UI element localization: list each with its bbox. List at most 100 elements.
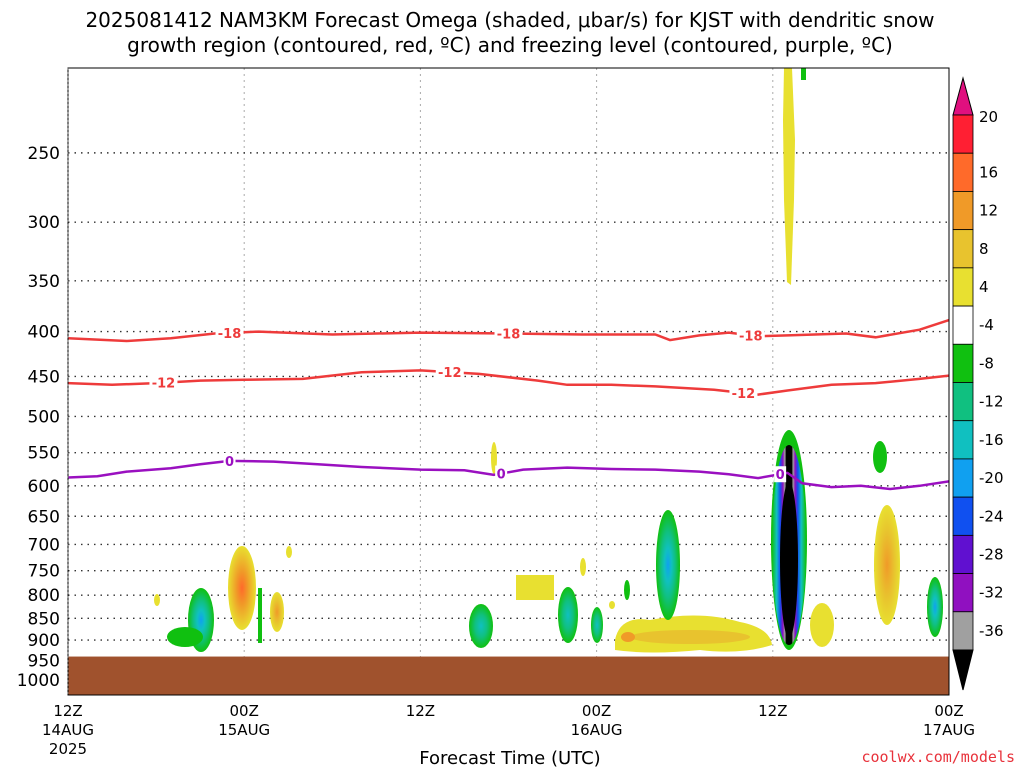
colorbar-label: -20 bbox=[979, 469, 1004, 487]
y-tick-label: 550 bbox=[28, 444, 60, 464]
x-tick-date: 17AUG bbox=[923, 721, 975, 739]
temperature-contours: -18 -18 -18 -12 -12 -12 0 0 0 bbox=[68, 318, 949, 491]
omega-spot bbox=[228, 546, 256, 630]
x-tick-label: 12Z bbox=[406, 702, 435, 720]
omega-spot bbox=[516, 575, 554, 600]
colorbar-swatch bbox=[952, 191, 974, 231]
omega-spot bbox=[167, 627, 203, 647]
credit-text: coolwx.com/models bbox=[861, 748, 1015, 766]
colorbar-swatch bbox=[952, 458, 974, 498]
colorbar-label: -28 bbox=[979, 545, 1004, 563]
omega-spot bbox=[580, 558, 586, 576]
y-tick-label: 500 bbox=[28, 407, 60, 427]
colorbar-label: -24 bbox=[979, 507, 1004, 525]
contour-label: 0 bbox=[497, 468, 506, 483]
omega-spot-top bbox=[801, 68, 806, 80]
y-tick-label: 300 bbox=[28, 213, 60, 233]
contour-label: -18 bbox=[739, 329, 763, 344]
y-tick-label: 450 bbox=[28, 367, 60, 387]
colorbar-swatch bbox=[952, 343, 974, 383]
colorbar-label: 20 bbox=[979, 108, 998, 126]
contour-label-bg bbox=[729, 384, 758, 401]
omega-spot bbox=[927, 577, 943, 637]
chart-title-line1: 2025081412 NAM3KM Forecast Omega (shaded… bbox=[85, 8, 934, 32]
colorbar-label: 4 bbox=[979, 278, 989, 296]
x-tick-label: 00Z bbox=[582, 702, 611, 720]
omega-spot bbox=[609, 601, 615, 609]
y-tick-label: 650 bbox=[28, 507, 60, 527]
x-tick-label: 00Z bbox=[230, 702, 259, 720]
contour-label: -18 bbox=[218, 327, 242, 342]
colorbar-label: -4 bbox=[979, 316, 994, 334]
y-tick-label: 350 bbox=[28, 272, 60, 292]
omega-lowlevel-band-core bbox=[630, 630, 750, 644]
x-tick-date: 16AUG bbox=[571, 721, 623, 739]
omega-spot bbox=[270, 592, 284, 632]
colorbar-swatch bbox=[952, 496, 974, 536]
contour-label-bg bbox=[215, 324, 244, 341]
contour-label-bg bbox=[774, 466, 787, 483]
x-tick-date: 14AUG bbox=[42, 721, 94, 739]
y-tick-label: 900 bbox=[28, 631, 60, 651]
contour-label: 0 bbox=[225, 455, 234, 470]
colorbar-swatch bbox=[952, 267, 974, 307]
omega-spot bbox=[810, 603, 834, 647]
chart-title-line2: growth region (contoured, red, ºC) and f… bbox=[127, 33, 893, 57]
contour-label: -12 bbox=[438, 366, 462, 381]
colorbar-label: -32 bbox=[979, 584, 1004, 602]
x-tick-year: 2025 bbox=[49, 740, 87, 758]
contour-label-bg bbox=[736, 327, 765, 344]
colorbar-label: -16 bbox=[979, 431, 1004, 449]
colorbar-label: 12 bbox=[979, 202, 998, 220]
x-tick-label: 12Z bbox=[758, 702, 787, 720]
colorbar-swatch bbox=[952, 114, 974, 154]
y-tick-label: 700 bbox=[28, 535, 60, 555]
omega-spot bbox=[874, 505, 900, 625]
y-tick-label: 250 bbox=[28, 144, 60, 164]
contour-line bbox=[68, 318, 949, 343]
omega-core-black bbox=[780, 482, 798, 638]
omega-spot bbox=[558, 587, 578, 643]
colorbar: 20 16 12 8 4 -4 -8 -12 -16 -20 -24 -28 -32 -36 bbox=[952, 76, 1004, 691]
x-tick-date: 15AUG bbox=[218, 721, 270, 739]
colorbar-swatch bbox=[952, 152, 974, 192]
contour-label: -12 bbox=[152, 377, 176, 392]
contour-label-bg bbox=[495, 465, 508, 482]
omega-spot bbox=[656, 510, 680, 620]
colorbar-label: -36 bbox=[979, 622, 1004, 640]
contour-label: 0 bbox=[776, 468, 785, 483]
omega-spot bbox=[621, 632, 635, 642]
y-tick-label: 1000 bbox=[17, 671, 60, 691]
colorbar-label: 8 bbox=[979, 240, 989, 258]
x-tick-label: 12Z bbox=[53, 702, 82, 720]
omega-spot bbox=[154, 594, 160, 606]
colorbar-swatch bbox=[952, 534, 974, 574]
y-tick-label: 400 bbox=[28, 323, 60, 343]
contour-label: -12 bbox=[732, 387, 756, 402]
omega-plume-upper bbox=[783, 68, 795, 285]
x-axis-label: Forecast Time (UTC) bbox=[419, 748, 600, 768]
omega-spot bbox=[591, 607, 603, 643]
colorbar-label: -8 bbox=[979, 354, 994, 372]
y-tick-label: 800 bbox=[28, 586, 60, 606]
colorbar-bottom-arrow bbox=[952, 649, 974, 691]
colorbar-swatch bbox=[952, 611, 974, 651]
omega-spot bbox=[258, 588, 262, 643]
colorbar-swatch bbox=[952, 420, 974, 460]
colorbar-swatch bbox=[952, 229, 974, 269]
y-tick-label: 750 bbox=[28, 562, 60, 582]
below-ground-fill bbox=[68, 656, 949, 695]
y-tick-label: 600 bbox=[28, 477, 60, 497]
colorbar-label: 16 bbox=[979, 163, 998, 181]
contour-label: -18 bbox=[497, 328, 521, 343]
contour-line bbox=[68, 459, 949, 491]
y-axis-tick-labels: 2503003504004505005506006507007508008509… bbox=[17, 144, 60, 691]
colorbar-swatch bbox=[952, 382, 974, 422]
contour-label-bg bbox=[435, 364, 464, 381]
omega-spot bbox=[873, 441, 887, 473]
contour-label-bg bbox=[223, 452, 236, 469]
contour-line bbox=[68, 369, 949, 396]
colorbar-top-arrow bbox=[952, 76, 974, 116]
